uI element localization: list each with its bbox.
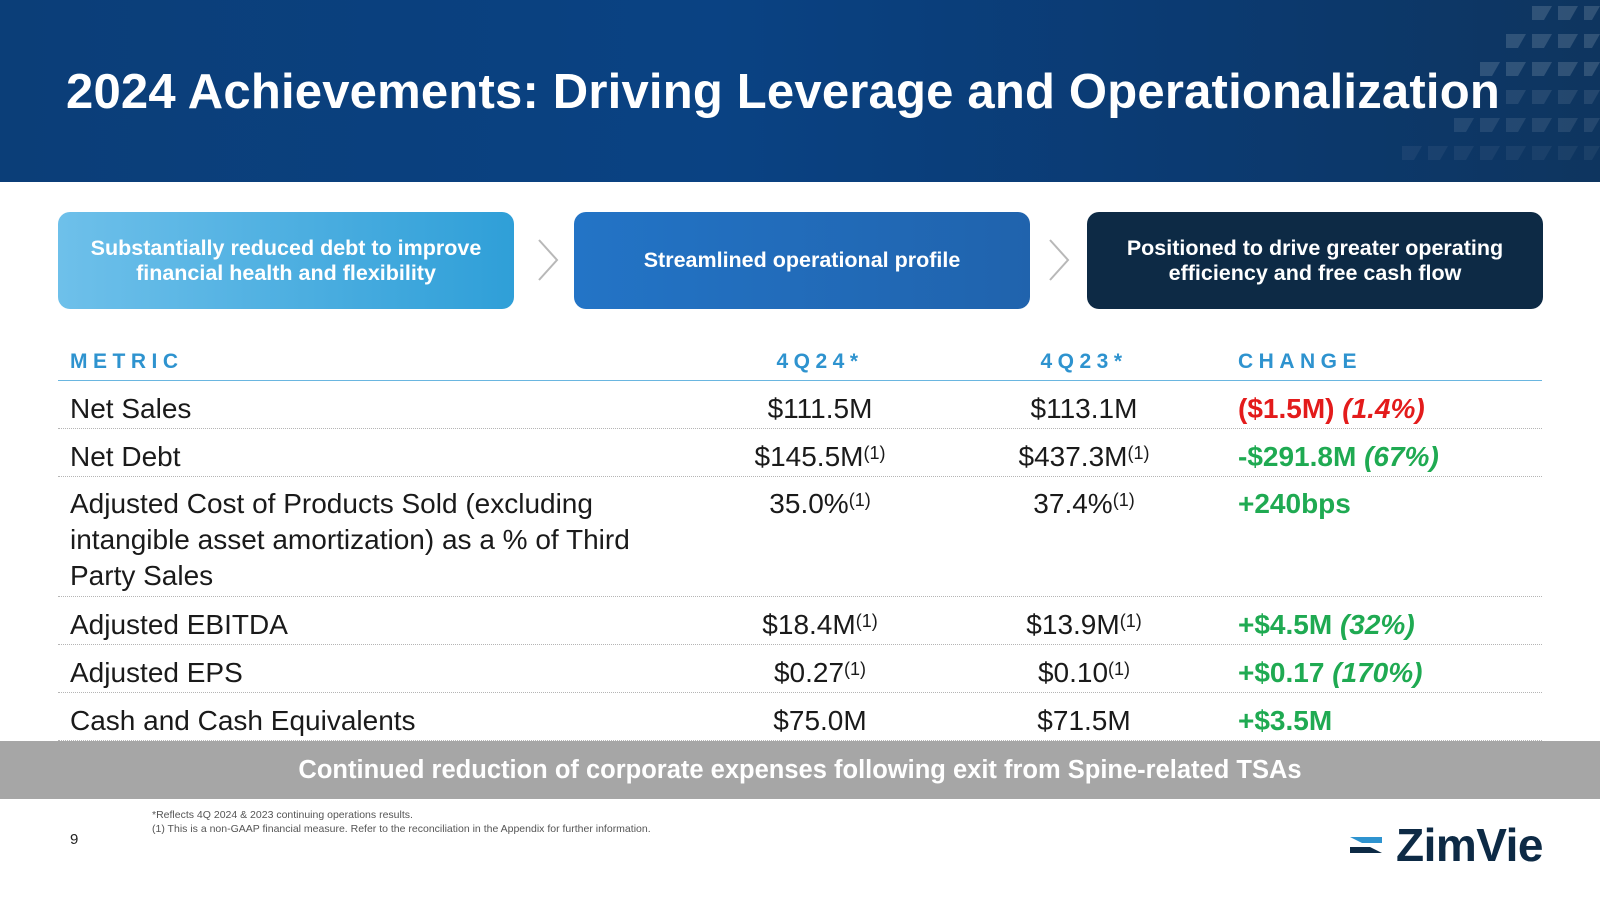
footnote-continuing-ops: *Reflects 4Q 2024 & 2023 continuing oper… <box>152 809 413 821</box>
pillar-operational-profile: Streamlined operational profile <box>574 212 1030 309</box>
footnote-marker: (1) <box>848 490 871 510</box>
value-4q24: $75.0M <box>773 705 867 736</box>
table-row: Net Sales $111.5M $113.1M ($1.5M) (1.4%) <box>58 381 1542 429</box>
header-band: 2024 Achievements: Driving Leverage and … <box>0 0 1600 182</box>
value-change: +$4.5M (32%) <box>1238 609 1415 640</box>
pillar-operating-efficiency: Positioned to drive greater operating ef… <box>1087 212 1543 309</box>
table-row: Net Debt $145.5M(1) $437.3M(1) -$291.8M … <box>58 429 1542 477</box>
table-row: Cash and Cash Equivalents $75.0M $71.5M … <box>58 693 1542 741</box>
value-4q24: $18.4M(1) <box>762 609 878 640</box>
pillar-label: Substantially reduced debt to improve fi… <box>90 235 482 285</box>
footnote-non-gaap: (1) This is a non-GAAP financial measure… <box>152 823 651 835</box>
footnote-marker: (1) <box>1112 490 1135 510</box>
footnote-marker: (1) <box>844 659 867 679</box>
value-4q23: $437.3M(1) <box>1018 441 1150 472</box>
metrics-table: METRIC 4Q24* 4Q23* CHANGE Net Sales $111… <box>58 344 1542 741</box>
footnote-marker: (1) <box>863 443 886 463</box>
pillar-debt-reduction: Substantially reduced debt to improve fi… <box>58 212 514 309</box>
column-header-4q23: 4Q23* <box>1040 350 1128 373</box>
metric-label: Adjusted Cost of Products Sold (excludin… <box>70 488 630 591</box>
footnote-marker: (1) <box>855 611 878 631</box>
zimvie-logo-icon <box>1350 837 1382 853</box>
footnote-marker: (1) <box>1108 659 1131 679</box>
pillar-label: Streamlined operational profile <box>643 248 961 272</box>
page-title: 2024 Achievements: Driving Leverage and … <box>66 65 1500 119</box>
chevron-right-icon <box>1049 239 1070 281</box>
summary-banner: Continued reduction of corporate expense… <box>0 741 1600 799</box>
page-number: 9 <box>70 831 79 848</box>
column-header-metric: METRIC <box>70 350 184 373</box>
metric-label: Net Sales <box>70 393 192 424</box>
footnote-marker: (1) <box>1127 443 1150 463</box>
value-change: +$0.17 (170%) <box>1238 657 1423 688</box>
zimvie-logo: ZimVie <box>1344 818 1544 872</box>
metric-label: Net Debt <box>70 441 181 472</box>
value-4q24: 35.0%(1) <box>769 488 871 519</box>
value-4q24: $145.5M(1) <box>754 441 886 472</box>
metric-label: Adjusted EBITDA <box>70 609 288 640</box>
metric-label: Adjusted EPS <box>70 657 243 688</box>
value-change: -$291.8M (67%) <box>1238 441 1439 472</box>
footnotes: *Reflects 4Q 2024 & 2023 continuing oper… <box>152 808 651 836</box>
value-4q24: $111.5M <box>767 393 873 424</box>
value-4q23: $13.9M(1) <box>1026 609 1142 640</box>
value-4q23: $113.1M <box>1030 393 1138 424</box>
table-row: Adjusted EPS $0.27(1) $0.10(1) +$0.17 (1… <box>58 645 1542 693</box>
value-4q23: $0.10(1) <box>1037 657 1131 688</box>
value-4q23: $71.5M <box>1037 705 1131 736</box>
header-decorative-pattern <box>1402 6 1600 160</box>
value-change: +240bps <box>1238 488 1351 519</box>
table-row: Adjusted EBITDA $18.4M(1) $13.9M(1) +$4.… <box>58 597 1542 645</box>
table-header-row: METRIC 4Q24* 4Q23* CHANGE <box>58 344 1542 381</box>
pillar-label: Positioned to drive greater operating ef… <box>1126 235 1504 285</box>
banner-text: Continued reduction of corporate expense… <box>298 755 1302 784</box>
metric-label: Cash and Cash Equivalents <box>70 705 416 736</box>
value-change: ($1.5M) (1.4%) <box>1238 393 1425 424</box>
value-4q23: 37.4%(1) <box>1033 488 1135 519</box>
value-change: +$3.5M <box>1238 705 1333 736</box>
table-row: Adjusted Cost of Products Sold (excludin… <box>58 477 1542 597</box>
value-4q24: $0.27(1) <box>773 657 867 688</box>
column-header-change: CHANGE <box>1238 350 1363 373</box>
logo-wordmark: ZimVie <box>1396 819 1544 871</box>
chevron-right-icon <box>538 239 559 281</box>
footnote-marker: (1) <box>1119 611 1142 631</box>
column-header-4q24: 4Q24* <box>776 350 864 373</box>
